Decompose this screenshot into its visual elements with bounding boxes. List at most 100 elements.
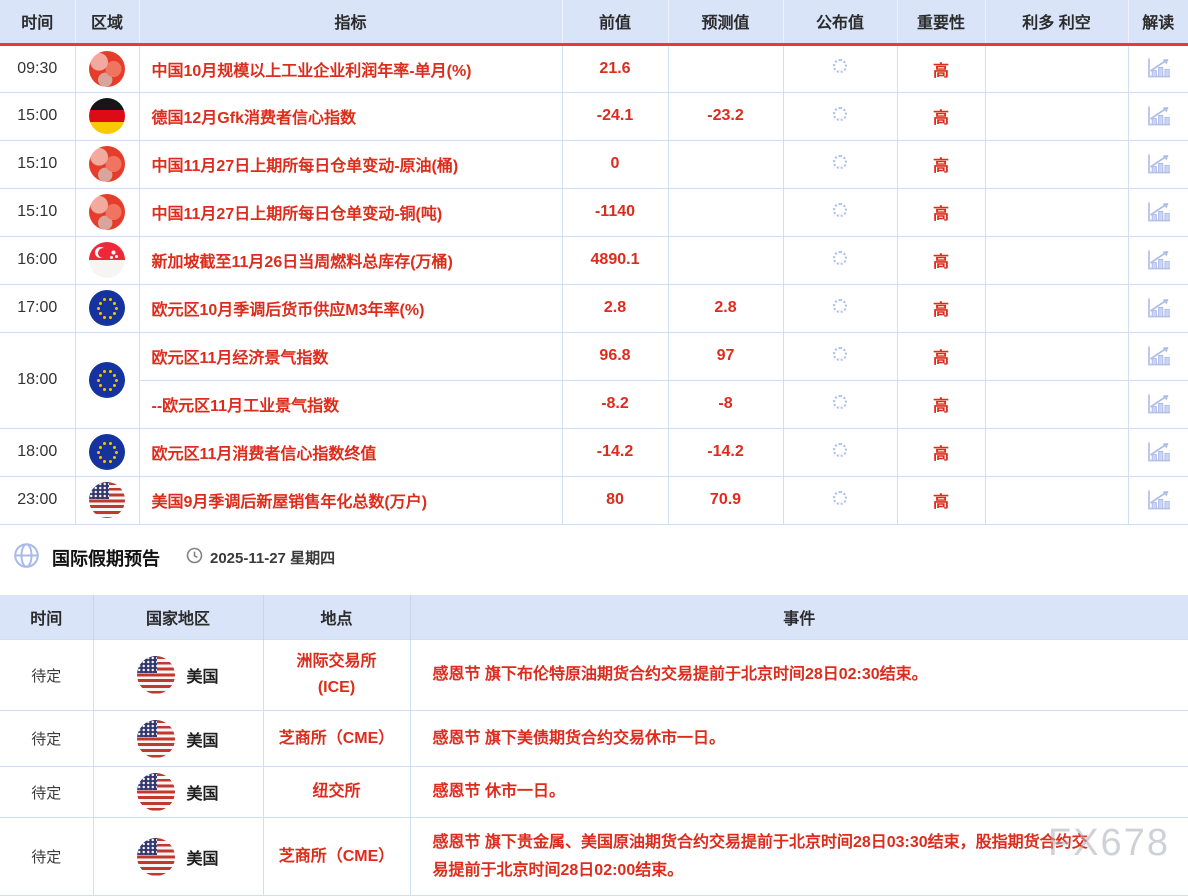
importance-badge: 高	[897, 188, 985, 236]
holiday-date: 2025-11-27 星期四	[186, 547, 335, 568]
flag-eu-icon	[89, 434, 125, 470]
chart-analysis-icon[interactable]	[1130, 297, 1188, 320]
event-region	[75, 92, 139, 140]
bull-bear-cell	[985, 332, 1128, 380]
holiday-time: 待定	[0, 767, 93, 818]
importance-badge: 高	[897, 284, 985, 332]
importance-badge: 高	[897, 140, 985, 188]
chart-analysis-icon[interactable]	[1130, 249, 1188, 272]
event-region	[75, 476, 139, 524]
loading-spinner-icon	[833, 203, 847, 217]
published-value	[783, 332, 897, 380]
forecast-value: 97	[668, 332, 783, 380]
globe-icon	[13, 542, 40, 574]
previous-value: 0	[562, 140, 668, 188]
holiday-venue: 纽交所	[263, 767, 410, 818]
published-value	[783, 44, 897, 92]
flag-china-icon	[89, 194, 125, 230]
holiday-row: 待定美国洲际交易所 (ICE)感恩节 旗下布伦特原油期货合约交易提前于北京时间2…	[0, 640, 1188, 711]
published-value	[783, 188, 897, 236]
country-name: 美国	[186, 727, 218, 751]
event-indicator[interactable]: 中国10月规模以上工业企业利润年率-单月(%)	[139, 44, 562, 92]
event-indicator[interactable]: 欧元区10月季调后货币供应M3年率(%)	[139, 284, 562, 332]
chart-analysis-icon[interactable]	[1130, 393, 1188, 416]
previous-value: 80	[562, 476, 668, 524]
chart-analysis-icon[interactable]	[1130, 57, 1188, 80]
country-label: 美国	[98, 773, 259, 811]
published-value	[783, 380, 897, 428]
holiday-column-header: 地点	[263, 595, 410, 640]
flag-germany-icon	[89, 98, 125, 134]
event-indicator[interactable]: 欧元区11月经济景气指数	[139, 332, 562, 380]
chart-analysis-icon[interactable]	[1130, 153, 1188, 176]
importance-badge: 高	[897, 92, 985, 140]
event-time: 16:00	[0, 236, 75, 284]
chart-analysis-icon[interactable]	[1130, 489, 1188, 512]
holiday-row: 待定美国芝商所（CME）感恩节 旗下美债期货合约交易休市一日。	[0, 711, 1188, 767]
previous-value: 2.8	[562, 284, 668, 332]
interpretation-cell	[1128, 428, 1188, 476]
bull-bear-cell	[985, 476, 1128, 524]
importance-badge: 高	[897, 476, 985, 524]
holiday-country: 美国	[93, 640, 263, 711]
importance-badge: 高	[897, 44, 985, 92]
forecast-value	[668, 44, 783, 92]
event-region	[75, 44, 139, 92]
flag-us-icon	[137, 720, 175, 758]
chart-analysis-icon[interactable]	[1130, 441, 1188, 464]
event-time: 17:00	[0, 284, 75, 332]
calendar-column-header: 指标	[139, 0, 562, 44]
event-indicator[interactable]: 德国12月Gfk消费者信心指数	[139, 92, 562, 140]
loading-spinner-icon	[833, 299, 847, 313]
interpretation-cell	[1128, 332, 1188, 380]
interpretation-cell	[1128, 44, 1188, 92]
event-indicator[interactable]: 中国11月27日上期所每日仓单变动-铜(吨)	[139, 188, 562, 236]
event-region	[75, 428, 139, 476]
holiday-event: 感恩节 旗下布伦特原油期货合约交易提前于北京时间28日02:30结束。	[410, 640, 1188, 711]
event-indicator[interactable]: 美国9月季调后新屋销售年化总数(万户)	[139, 476, 562, 524]
holiday-column-header: 国家地区	[93, 595, 263, 640]
loading-spinner-icon	[833, 155, 847, 169]
chart-analysis-icon[interactable]	[1130, 105, 1188, 128]
importance-badge: 高	[897, 236, 985, 284]
forecast-value: -23.2	[668, 92, 783, 140]
country-name: 美国	[186, 663, 218, 687]
flag-eu-icon	[89, 290, 125, 326]
interpretation-cell	[1128, 380, 1188, 428]
published-value	[783, 284, 897, 332]
loading-spinner-icon	[833, 59, 847, 73]
forecast-value: -8	[668, 380, 783, 428]
country-name: 美国	[186, 780, 218, 804]
previous-value: 96.8	[562, 332, 668, 380]
chart-analysis-icon[interactable]	[1130, 345, 1188, 368]
watermark: FX678	[1048, 822, 1170, 865]
event-indicator[interactable]: 中国11月27日上期所每日仓单变动-原油(桶)	[139, 140, 562, 188]
calendar-header-row: 时间区域指标前值预测值公布值重要性利多 利空解读	[0, 0, 1188, 44]
bull-bear-cell	[985, 92, 1128, 140]
event-indicator[interactable]: 新加坡截至11月26日当周燃料总库存(万桶)	[139, 236, 562, 284]
holiday-column-header: 时间	[0, 595, 93, 640]
bull-bear-cell	[985, 236, 1128, 284]
holiday-time: 待定	[0, 640, 93, 711]
chart-analysis-icon[interactable]	[1130, 201, 1188, 224]
event-region	[75, 236, 139, 284]
event-indicator[interactable]: --欧元区11月工业景气指数	[139, 380, 562, 428]
bull-bear-cell	[985, 428, 1128, 476]
holiday-time: 待定	[0, 711, 93, 767]
flag-singapore-icon	[89, 242, 125, 278]
event-time: 15:10	[0, 188, 75, 236]
bull-bear-cell	[985, 44, 1128, 92]
event-time: 09:30	[0, 44, 75, 92]
event-indicator[interactable]: 欧元区11月消费者信心指数终值	[139, 428, 562, 476]
calendar-column-header: 利多 利空	[985, 0, 1128, 44]
bull-bear-cell	[985, 284, 1128, 332]
published-value	[783, 476, 897, 524]
importance-badge: 高	[897, 428, 985, 476]
country-label: 美国	[98, 656, 259, 694]
loading-spinner-icon	[833, 251, 847, 265]
holiday-section-title: 国际假期预告	[52, 545, 160, 571]
